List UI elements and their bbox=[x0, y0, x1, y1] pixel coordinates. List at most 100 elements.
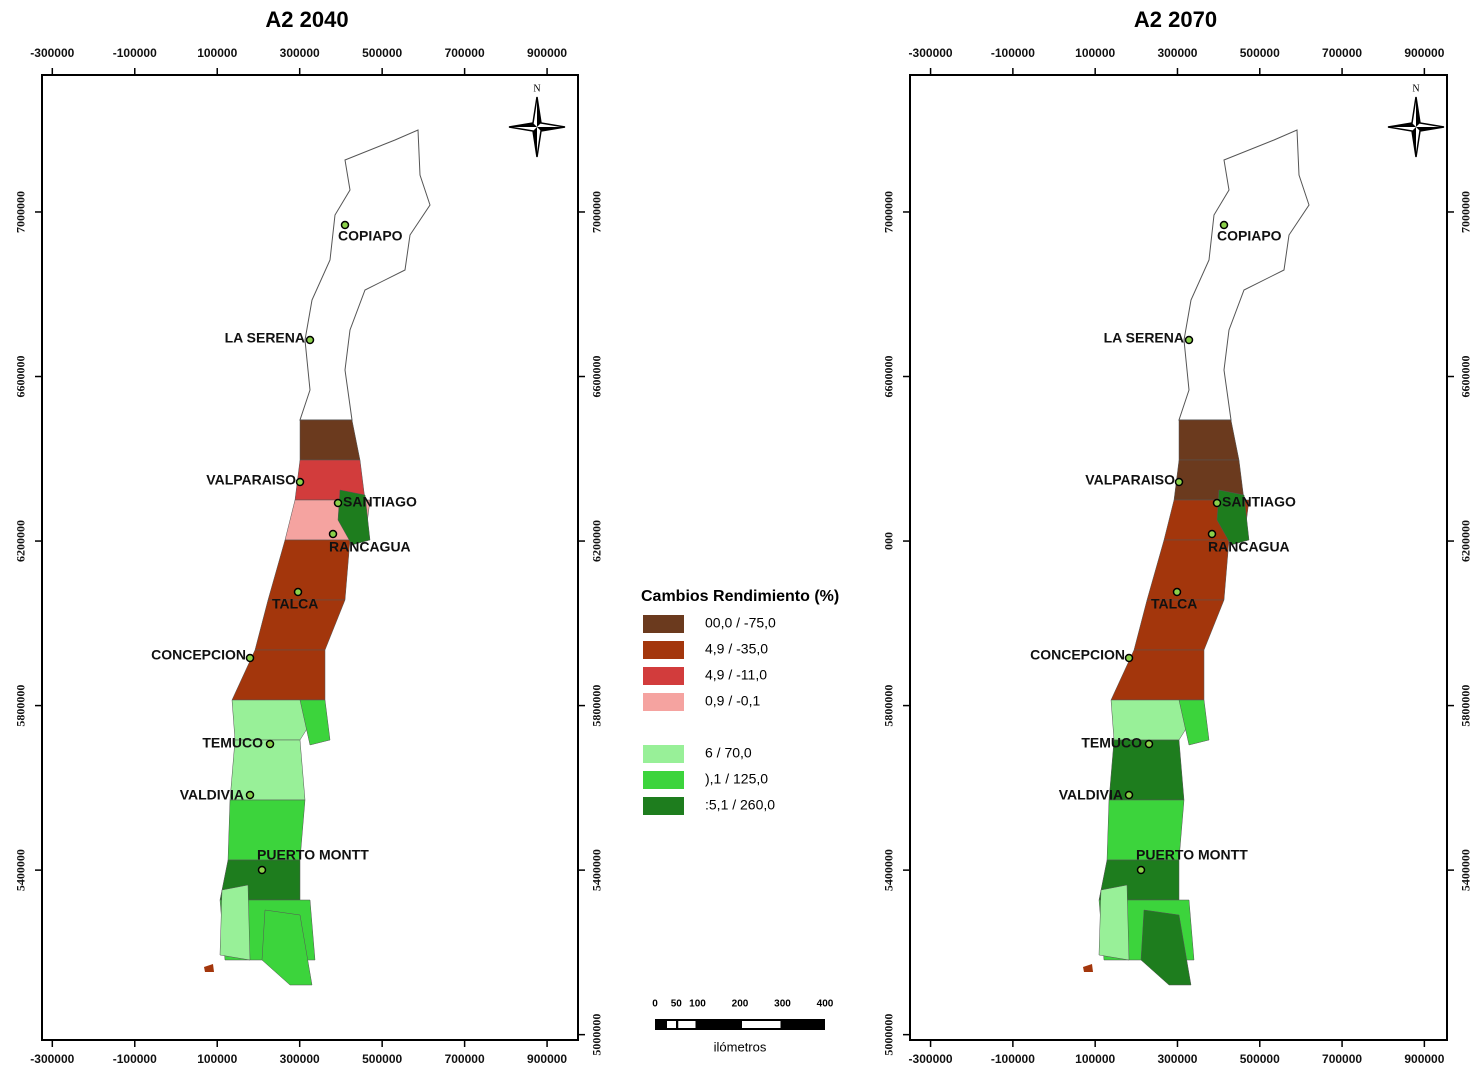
region bbox=[1178, 419, 1240, 461]
legend-swatch bbox=[643, 745, 684, 763]
x-tick-label: 900000 bbox=[527, 1052, 567, 1066]
city-label: RANCAGUA bbox=[1208, 539, 1290, 555]
x-tick-label: -100000 bbox=[991, 1052, 1035, 1066]
x-tick-label: 300000 bbox=[1157, 46, 1197, 60]
x-tick-label: 700000 bbox=[1322, 46, 1362, 60]
city-label: VALPARAISO bbox=[1085, 472, 1175, 488]
scale-bar-segment bbox=[667, 1021, 676, 1028]
island bbox=[1083, 964, 1093, 972]
city-marker bbox=[1174, 477, 1184, 487]
city-marker bbox=[293, 587, 303, 597]
city-label: TALCA bbox=[1151, 596, 1197, 612]
city-label: TALCA bbox=[272, 596, 318, 612]
scale-tick-label: 200 bbox=[732, 999, 749, 1010]
city-marker bbox=[340, 220, 350, 230]
city-marker bbox=[1144, 739, 1154, 749]
x-tick-label: 100000 bbox=[1075, 46, 1115, 60]
island bbox=[1098, 884, 1130, 961]
scale-bar-segment bbox=[742, 1021, 781, 1028]
y-tick-label: 5400000 bbox=[590, 849, 604, 891]
city-label: SANTIAGO bbox=[343, 494, 417, 510]
legend-label: 00,0 / -75,0 bbox=[705, 615, 776, 631]
city-marker bbox=[1136, 865, 1146, 875]
city-label: TEMUCO bbox=[1081, 735, 1142, 751]
north-arrow-fill bbox=[509, 97, 565, 157]
region bbox=[299, 699, 331, 746]
x-tick-label: 900000 bbox=[1404, 1052, 1444, 1066]
city-label: VALDIVIA bbox=[180, 787, 244, 803]
island bbox=[219, 884, 251, 961]
city-marker bbox=[1172, 587, 1182, 597]
region bbox=[337, 489, 371, 546]
y-tick-label: 5800000 bbox=[882, 685, 896, 727]
legend-label: 4,9 / -11,0 bbox=[705, 667, 767, 683]
x-tick-label: 500000 bbox=[362, 46, 402, 60]
x-tick-label: 500000 bbox=[1240, 1052, 1280, 1066]
city-marker bbox=[265, 739, 275, 749]
x-tick-label: 300000 bbox=[280, 1052, 320, 1066]
x-tick-label: -300000 bbox=[909, 1052, 953, 1066]
x-tick-label: 500000 bbox=[362, 1052, 402, 1066]
scale-tick-label: 0 bbox=[652, 999, 658, 1010]
map-title: A2 2040 bbox=[265, 7, 348, 32]
y-tick-label: 5800000 bbox=[14, 685, 28, 727]
x-tick-label: 900000 bbox=[1404, 46, 1444, 60]
city-marker bbox=[1219, 220, 1229, 230]
city-label: LA SERENA bbox=[1104, 330, 1184, 346]
city-marker bbox=[1184, 335, 1194, 345]
legend-label: 6 / 70,0 bbox=[705, 745, 752, 761]
country-map bbox=[204, 129, 431, 986]
x-tick-label: -100000 bbox=[113, 46, 157, 60]
y-tick-label: 5000000 bbox=[590, 1014, 604, 1056]
city-label: CONCEPCION bbox=[1030, 647, 1125, 663]
map-frame bbox=[909, 74, 1448, 1041]
y-tick-label: 6600000 bbox=[590, 356, 604, 398]
x-tick-label: -300000 bbox=[909, 46, 953, 60]
y-tick-label: 7000000 bbox=[1459, 191, 1473, 233]
y-tick-label: 6200000 bbox=[1459, 520, 1473, 562]
y-tick-label: 7000000 bbox=[882, 191, 896, 233]
x-tick-label: 900000 bbox=[527, 46, 567, 60]
island bbox=[1140, 909, 1192, 986]
y-tick-label: 5800000 bbox=[590, 685, 604, 727]
y-tick-label: 000 bbox=[882, 532, 896, 550]
y-tick-label: 6200000 bbox=[14, 520, 28, 562]
y-tick-label: 6200000 bbox=[590, 520, 604, 562]
city-marker bbox=[245, 653, 255, 663]
x-tick-label: -100000 bbox=[113, 1052, 157, 1066]
city-marker bbox=[245, 790, 255, 800]
city-label: PUERTO MONTT bbox=[1136, 847, 1248, 863]
map-frame bbox=[41, 74, 579, 1041]
legend-swatch bbox=[643, 693, 684, 711]
city-marker bbox=[328, 529, 338, 539]
region bbox=[1216, 489, 1250, 546]
y-tick-label: 5000000 bbox=[882, 1014, 896, 1056]
city-label: PUERTO MONTT bbox=[257, 847, 369, 863]
y-tick-label: 5400000 bbox=[1459, 849, 1473, 891]
city-marker bbox=[295, 477, 305, 487]
city-marker bbox=[1212, 498, 1222, 508]
city-label: TEMUCO bbox=[202, 735, 263, 751]
city-marker bbox=[1124, 790, 1134, 800]
y-tick-label: 6600000 bbox=[1459, 356, 1473, 398]
city-marker bbox=[1207, 529, 1217, 539]
north-arrow-fill bbox=[1388, 97, 1444, 157]
legend-title: Cambios Rendimiento (%) bbox=[641, 588, 839, 605]
north-label: N bbox=[1412, 83, 1419, 94]
legend-label: 0,9 / -0,1 bbox=[705, 693, 760, 709]
city-marker bbox=[305, 335, 315, 345]
y-tick-label: 7000000 bbox=[14, 191, 28, 233]
region bbox=[299, 419, 361, 461]
legend-swatch bbox=[643, 771, 684, 789]
island bbox=[204, 964, 214, 972]
city-marker bbox=[333, 498, 343, 508]
city-label: VALDIVIA bbox=[1059, 787, 1123, 803]
map-title: A2 2070 bbox=[1134, 7, 1217, 32]
city-label: COPIAPO bbox=[338, 228, 403, 244]
legend-label: ),1 / 125,0 bbox=[705, 771, 768, 787]
city-label: CONCEPCION bbox=[151, 647, 246, 663]
city-label: SANTIAGO bbox=[1222, 494, 1296, 510]
scale-tick-label: 100 bbox=[689, 999, 706, 1010]
y-tick-label: 6600000 bbox=[14, 356, 28, 398]
